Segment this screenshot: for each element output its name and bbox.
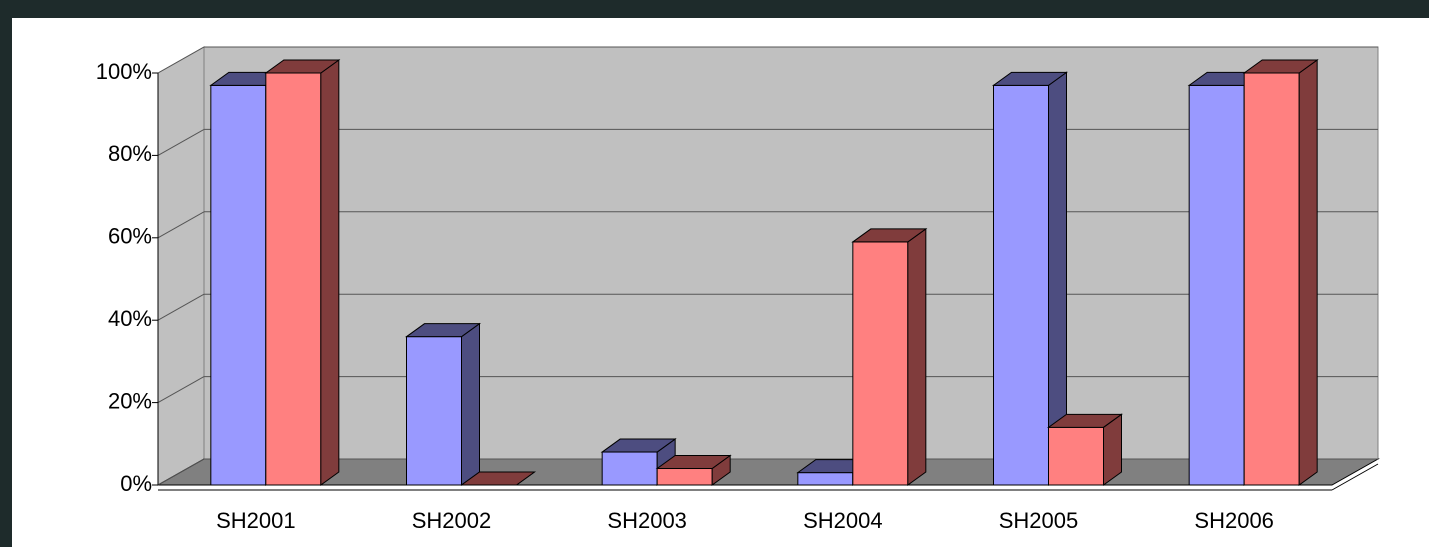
x-tick-label: SH2005 [999,508,1079,533]
y-tick-label: 40% [108,306,152,331]
bar-top [459,471,537,486]
bar-top [1242,59,1319,74]
y-tick-label: 0% [120,471,152,496]
bar-front [852,241,909,486]
bar-top [264,59,341,74]
x-tick-label: SH2006 [1194,508,1274,533]
x-axis-depth [1331,463,1379,491]
y-tick-label: 20% [108,388,152,413]
bar-side [907,227,927,486]
grid-line [157,211,1378,239]
bar-front [406,336,462,486]
x-tick-label: SH2002 [412,508,492,533]
bar-front [797,472,854,486]
grid-side [157,376,205,404]
bar [404,322,482,486]
bar-top [600,438,677,453]
bar [1046,413,1124,486]
y-tick-label: 80% [108,141,152,166]
bar-front [601,451,658,486]
bar-top [655,455,732,470]
bar-front [993,84,1049,486]
bar [991,71,1069,486]
bar-top [1046,413,1124,428]
grid-line [157,46,1378,74]
bar-front [656,468,713,486]
bar [459,471,537,486]
x-tick-label: SH2003 [607,508,687,533]
bar-front [1048,426,1104,486]
grid-side [157,211,205,239]
bar-side [1298,59,1318,486]
bar-top [991,71,1069,86]
grid-side [157,46,205,74]
grid-side [157,293,205,321]
side-wall [157,46,205,486]
y-tick-label: 100% [96,59,152,84]
bar-top [404,323,482,338]
grid-line [157,376,1378,404]
y-tick-label: 60% [108,224,152,249]
bar [851,227,928,486]
x-tick-label: SH2001 [216,508,296,533]
bar-front [210,84,267,486]
bar-top [851,228,928,243]
bar [655,454,732,486]
bar [1242,59,1319,486]
bar-front [1188,84,1245,486]
x-tick-label: SH2004 [803,508,883,533]
grid-line [157,128,1378,156]
bar-side [320,59,340,486]
bar-front [1243,72,1300,486]
grid-side [157,128,205,156]
grid-side [157,458,205,486]
grid-line [157,293,1378,321]
grid-line [157,458,1378,486]
bar-side [461,322,480,486]
bar-front [265,72,322,486]
bar [264,59,341,486]
